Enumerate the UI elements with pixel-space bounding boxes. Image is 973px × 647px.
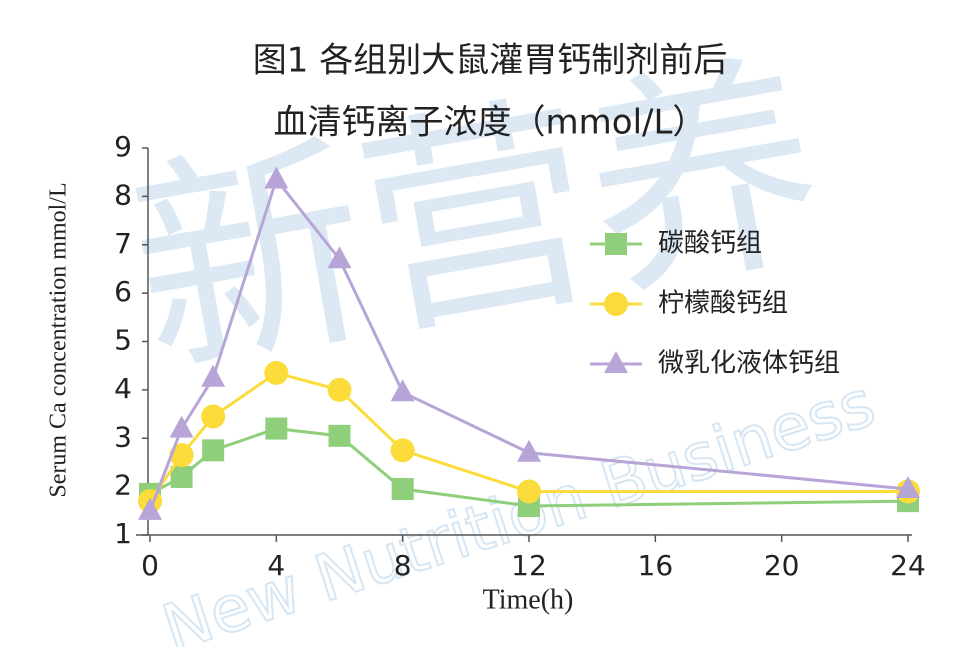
x-tick-label: 24 <box>890 549 926 582</box>
marker <box>327 246 352 269</box>
marker <box>390 379 415 402</box>
marker <box>170 465 193 488</box>
x-axis-label: Time(h) <box>483 584 574 615</box>
legend-marker <box>604 292 628 316</box>
marker <box>201 404 226 429</box>
series-line <box>148 176 909 512</box>
marker <box>896 476 920 499</box>
x-tick-label: 0 <box>141 549 159 582</box>
y-tick-label: 6 <box>114 275 132 308</box>
y-tick-label: 3 <box>114 420 132 453</box>
y-tick-label: 4 <box>114 372 132 405</box>
x-tick-label: 12 <box>511 549 547 582</box>
marker <box>264 166 289 189</box>
y-tick-label: 2 <box>114 469 132 502</box>
y-tick-label: 5 <box>114 324 132 357</box>
x-tick-label: 8 <box>394 549 412 582</box>
y-tick-label: 9 <box>114 130 132 163</box>
legend-label: 微乳化液体钙组 <box>658 349 840 379</box>
marker <box>517 439 541 462</box>
legend-marker <box>604 351 628 373</box>
marker <box>201 364 226 387</box>
x-tick-label: 16 <box>638 549 674 582</box>
marker <box>202 439 225 462</box>
legend-label: 碳酸钙组 <box>658 229 762 259</box>
chart-subtitle: 血清钙离子浓度（mmol/L） <box>274 103 707 143</box>
marker <box>138 497 162 520</box>
y-tick-label: 1 <box>114 517 132 550</box>
x-tick-label: 4 <box>267 549 285 582</box>
marker <box>391 478 414 501</box>
marker <box>264 360 289 385</box>
legend-label: 柠檬酸钙组 <box>658 289 788 319</box>
y-tick-label: 7 <box>114 227 132 260</box>
marker <box>390 438 415 463</box>
marker <box>328 424 351 447</box>
marker <box>169 443 194 468</box>
legend-marker <box>605 233 627 255</box>
marker <box>265 417 288 440</box>
chart-title: 图1 各组别大鼠灌胃钙制剂前后 <box>253 41 727 81</box>
marker <box>517 479 541 504</box>
x-tick-label: 20 <box>764 549 800 582</box>
marker <box>169 415 194 438</box>
y-tick-label: 8 <box>114 178 132 211</box>
marker <box>327 377 352 402</box>
y-axis-label: Serum Ca concentration mmol/L <box>46 182 72 497</box>
